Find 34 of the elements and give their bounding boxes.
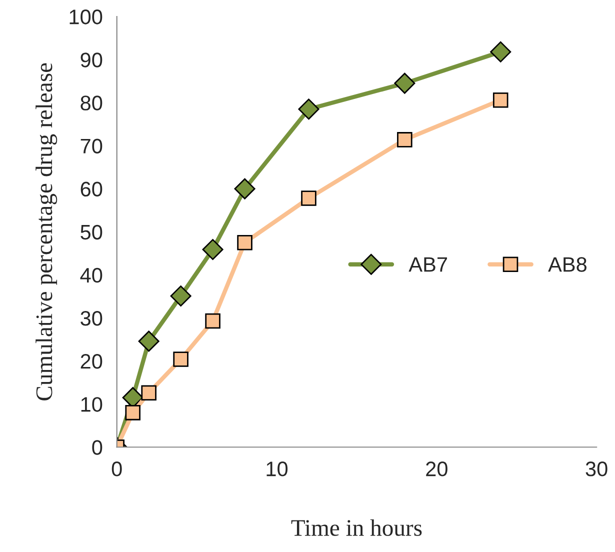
point xyxy=(394,72,416,94)
y-tick-label: 30 xyxy=(80,310,102,326)
point xyxy=(301,190,316,206)
legend-label: AB7 xyxy=(408,257,447,272)
y-axis-title: Cumulative percentage drug release xyxy=(36,63,58,400)
point xyxy=(170,285,192,307)
point xyxy=(141,385,156,401)
point xyxy=(237,234,252,250)
point xyxy=(202,238,224,260)
point xyxy=(492,92,508,108)
point xyxy=(234,178,256,200)
point xyxy=(125,405,140,420)
legend-label: AB8 xyxy=(548,257,586,272)
x-tick-label: 20 xyxy=(426,462,448,476)
x-tick-label: 0 xyxy=(112,462,122,476)
y-tick-label: 60 xyxy=(80,182,102,197)
x-tick-label: 10 xyxy=(266,462,288,476)
y-tick-label: 20 xyxy=(80,354,102,369)
y-tick-label: 40 xyxy=(80,268,102,283)
point xyxy=(205,313,220,329)
y-tick-label: 70 xyxy=(80,138,102,154)
y-tick-label: 90 xyxy=(80,52,102,68)
point xyxy=(490,41,512,62)
point xyxy=(397,132,412,148)
y-tick-label: 10 xyxy=(81,397,102,412)
x-axis-title: Time in hours xyxy=(291,519,422,536)
point xyxy=(138,330,160,352)
y-tick-label: 80 xyxy=(80,96,102,110)
point xyxy=(298,98,320,120)
y-tick-label: 100 xyxy=(70,10,102,24)
y-tick-label: 0 xyxy=(92,440,102,455)
y-tick-label: 50 xyxy=(80,224,102,240)
point xyxy=(173,352,188,367)
x-tick-label: 30 xyxy=(586,462,608,476)
